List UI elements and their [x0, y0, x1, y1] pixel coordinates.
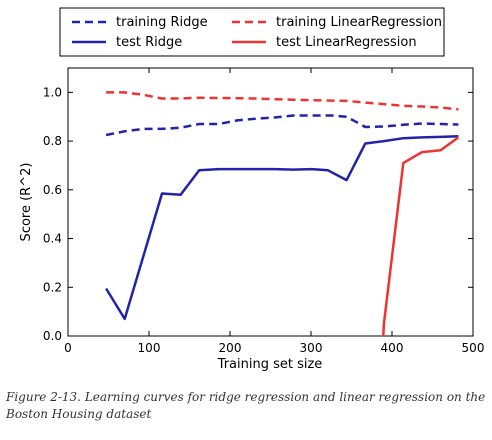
x-tick-label: 0 [64, 341, 72, 355]
legend-label-training-linearregression: training LinearRegression [276, 15, 442, 30]
x-axis-label: Training set size [217, 357, 323, 372]
y-tick-label: 0.6 [43, 183, 62, 197]
y-tick-label: 0.2 [43, 280, 62, 294]
y-axis-label: Score (R^2) [19, 163, 34, 242]
legend-label-test-ridge: test Ridge [116, 35, 182, 50]
y-tick-label: 0.4 [43, 232, 62, 246]
x-tick-label: 500 [462, 341, 485, 355]
figure-caption: Figure 2-13. Learning curves for ridge r… [6, 389, 486, 423]
x-tick-label: 200 [219, 341, 242, 355]
x-tick-label: 400 [381, 341, 404, 355]
legend-label-training-ridge: training Ridge [116, 15, 208, 30]
learning-curves-chart: training Ridge training LinearRegression t… [0, 0, 492, 385]
x-tick-label: 100 [138, 341, 161, 355]
y-tick-label: 1.0 [43, 85, 62, 99]
x-tick-label: 300 [300, 341, 323, 355]
y-tick-label: 0.8 [43, 134, 62, 148]
y-tick-label: 0.0 [43, 329, 62, 343]
plot-area [68, 68, 473, 336]
legend-label-test-linearregression: test LinearRegression [276, 35, 417, 50]
